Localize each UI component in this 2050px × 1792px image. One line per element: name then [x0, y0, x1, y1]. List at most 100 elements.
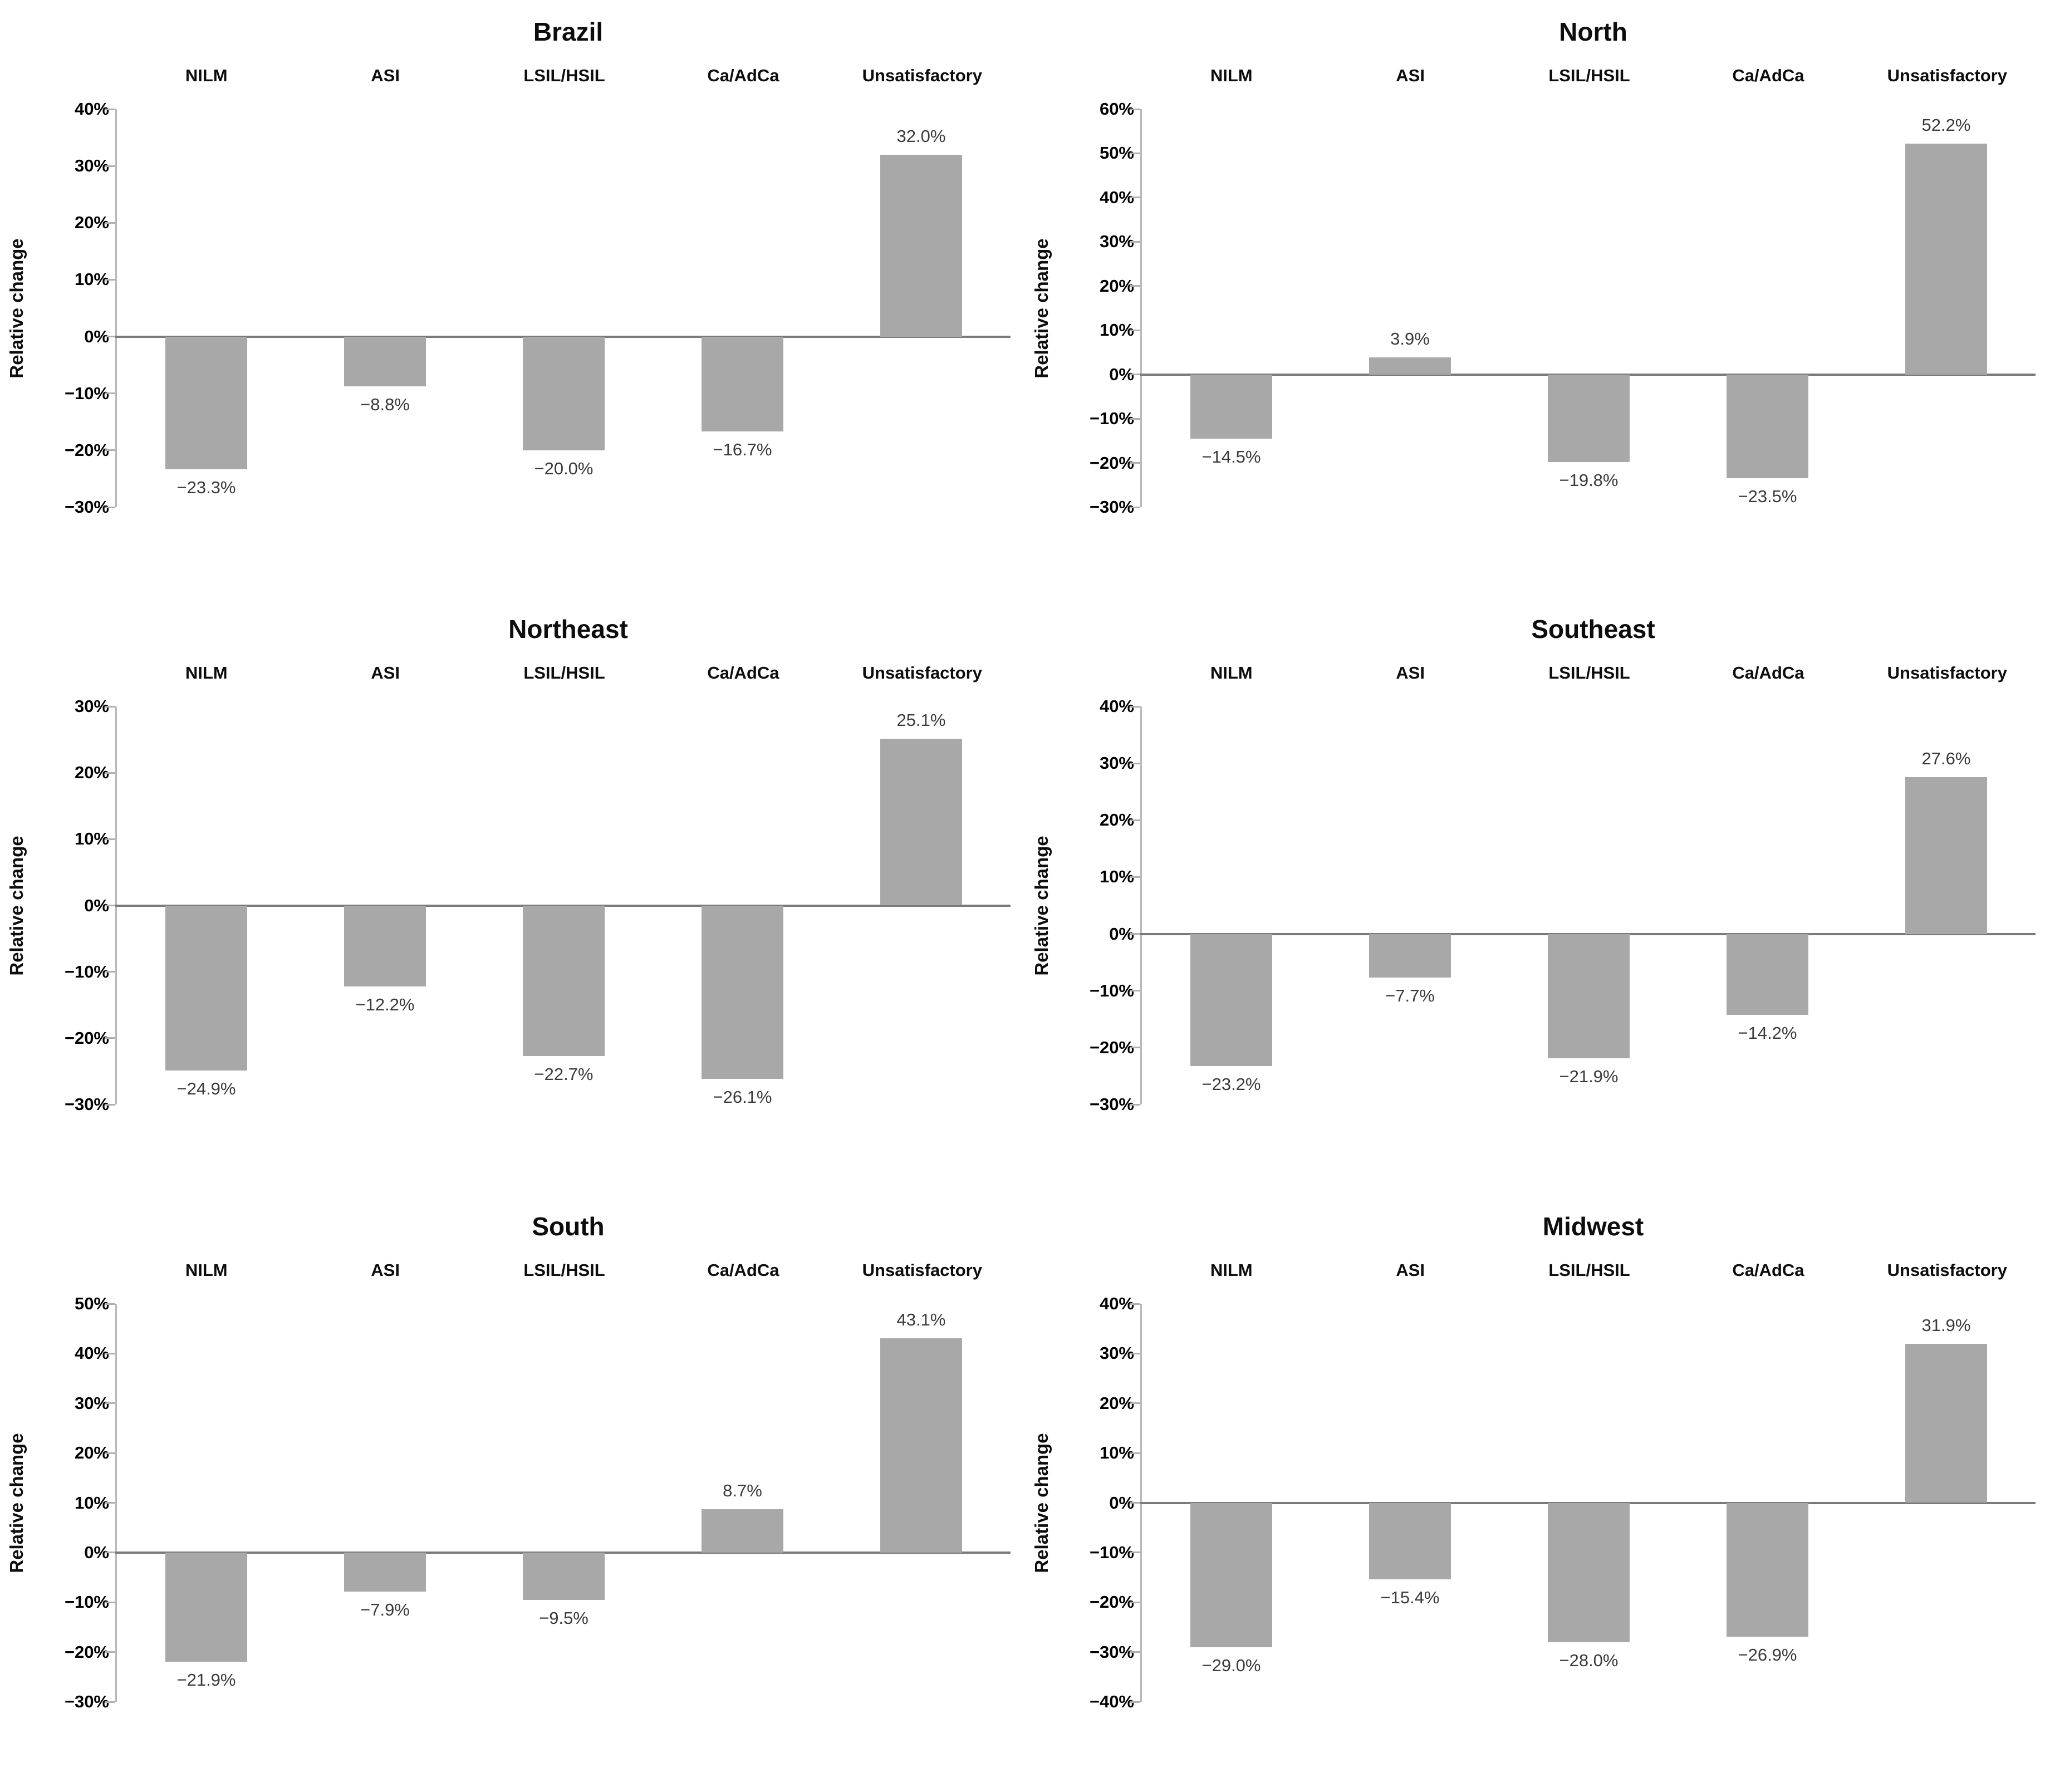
- category-label: LSIL/HSIL: [1548, 66, 1630, 85]
- bar-asi: [1369, 357, 1451, 375]
- y-tick-mark: [105, 108, 115, 110]
- y-axis-line: [115, 1304, 117, 1702]
- y-tick-mark: [1130, 418, 1140, 420]
- y-tick-label: 60%: [1099, 99, 1134, 119]
- y-tick-label: 10%: [74, 829, 109, 849]
- y-tick-label: 50%: [74, 1294, 109, 1313]
- bar-value-label: −23.2%: [1201, 1074, 1261, 1094]
- bar-ca-adca: [1726, 1503, 1809, 1637]
- y-tick-label: 0%: [1109, 1492, 1134, 1513]
- bar-value-label: 8.7%: [723, 1481, 762, 1501]
- y-tick-label: 20%: [74, 213, 109, 233]
- plot-area: −23.2% −7.7% −21.9% −14.2% 27.6%: [1130, 705, 2036, 1106]
- bar-ca-adca: [701, 905, 784, 1079]
- y-tick-mark: [1130, 1303, 1140, 1305]
- y-tick-label: 40%: [74, 1343, 109, 1363]
- category-label: Unsatisfactory: [862, 66, 982, 85]
- category-label: ASI: [371, 663, 400, 683]
- y-axis-label: Relative change: [1031, 835, 1052, 976]
- y-tick-label: 10%: [1099, 320, 1134, 340]
- y-tick-label: 0%: [1109, 364, 1134, 384]
- y-tick-label: −20%: [64, 440, 109, 460]
- y-axis-line: [1140, 109, 1142, 507]
- y-tick-mark: [105, 1037, 115, 1039]
- bar-value-label: −8.8%: [360, 395, 410, 415]
- y-tick-mark: [1130, 762, 1140, 764]
- category-label: NILM: [185, 663, 228, 683]
- chart-title: Midwest: [1542, 1212, 1644, 1241]
- category-label: ASI: [1396, 66, 1425, 85]
- y-tick-label: −30%: [1089, 1094, 1134, 1114]
- category-label: Ca/AdCa: [1732, 1260, 1804, 1280]
- y-tick-mark: [1130, 1552, 1140, 1554]
- y-tick-label: −10%: [1089, 409, 1134, 429]
- category-label: ASI: [1396, 663, 1425, 683]
- bar-nilm: [165, 905, 248, 1071]
- bar-lsil-hsil: [522, 1552, 605, 1600]
- y-tick-mark: [1130, 240, 1140, 243]
- bar-value-label: −16.7%: [713, 440, 772, 460]
- bar-value-label: −15.4%: [1380, 1588, 1440, 1608]
- y-tick-mark: [105, 278, 115, 281]
- y-tick-mark: [1130, 197, 1140, 199]
- y-tick-mark: [105, 1352, 115, 1354]
- category-label: Unsatisfactory: [1887, 66, 2007, 85]
- bar-nilm: [165, 1552, 248, 1662]
- category-label: Unsatisfactory: [1887, 663, 2007, 683]
- y-tick-label: −30%: [1089, 497, 1134, 517]
- category-label: Ca/AdCa: [1732, 66, 1804, 85]
- category-label: Unsatisfactory: [1887, 1260, 2007, 1280]
- y-tick-mark: [1130, 152, 1140, 154]
- bar-asi: [1369, 934, 1451, 978]
- bar-value-label: 31.9%: [1921, 1315, 1971, 1336]
- chart-panel-southeast: Southeast NILM ASI LSIL/HSIL Ca/AdCa Unsatis…: [1025, 597, 2050, 1195]
- y-tick-mark: [105, 165, 115, 167]
- y-axis-label: Relative change: [6, 1432, 27, 1573]
- category-label: Ca/AdCa: [707, 663, 779, 683]
- bar-nilm: [1190, 934, 1273, 1066]
- y-tick-label: −10%: [1089, 980, 1134, 1000]
- bar-nilm: [1190, 1503, 1273, 1647]
- bar-value-label: −24.9%: [176, 1079, 236, 1099]
- y-tick-mark: [1130, 462, 1140, 464]
- y-tick-mark: [105, 1103, 115, 1106]
- plot-area: −29.0% −15.4% −28.0% −26.9% 31.9%: [1130, 1303, 2036, 1703]
- y-tick-mark: [1130, 876, 1140, 878]
- y-tick-label: 0%: [84, 326, 109, 346]
- y-tick-mark: [1130, 705, 1140, 708]
- bar-value-label: 43.1%: [896, 1309, 946, 1329]
- bar-unsatisfactory: [880, 154, 963, 337]
- bar-ca-adca: [1726, 374, 1809, 479]
- y-tick-label: 40%: [1099, 696, 1134, 716]
- category-header-row: NILM ASI LSIL/HSIL Ca/AdCa Unsatisfactory: [117, 1260, 1012, 1280]
- y-tick-label: −10%: [64, 961, 109, 981]
- chart-panel-south: South NILM ASI LSIL/HSIL Ca/AdCa Unsatisfact…: [0, 1195, 1025, 1792]
- chart-title: Brazil: [533, 17, 604, 46]
- y-tick-mark: [1130, 108, 1140, 110]
- bar-unsatisfactory: [1905, 777, 1988, 934]
- plot-area: −23.3% −8.8% −20.0% −16.7% 32.0%: [105, 108, 1011, 508]
- y-tick-label: −20%: [64, 1642, 109, 1662]
- bar-unsatisfactory: [880, 739, 963, 906]
- y-tick-label: −10%: [64, 1592, 109, 1612]
- y-tick-label: −40%: [1089, 1692, 1134, 1711]
- category-label: ASI: [371, 1260, 400, 1280]
- y-tick-mark: [105, 905, 115, 906]
- y-tick-label: 40%: [74, 99, 109, 119]
- y-tick-mark: [1130, 1651, 1140, 1653]
- y-tick-label: 30%: [74, 1393, 109, 1413]
- y-tick-label: 30%: [1099, 232, 1134, 252]
- y-tick-label: 20%: [1099, 1393, 1134, 1413]
- y-tick-label: 20%: [1099, 810, 1134, 830]
- bar-nilm: [1190, 374, 1273, 439]
- y-tick-label: 30%: [74, 156, 109, 176]
- category-label: LSIL/HSIL: [523, 663, 605, 683]
- y-tick-label: 50%: [1099, 143, 1134, 163]
- y-tick-mark: [105, 449, 115, 451]
- chart-panel-brazil: Brazil NILM ASI LSIL/HSIL Ca/AdCa Unsatisfac…: [0, 0, 1025, 597]
- bar-value-label: −21.9%: [176, 1670, 236, 1690]
- bar-value-label: −7.9%: [360, 1600, 410, 1620]
- category-label: NILM: [1210, 663, 1253, 683]
- y-tick-mark: [1130, 1452, 1140, 1454]
- bar-ca-adca: [701, 1509, 784, 1553]
